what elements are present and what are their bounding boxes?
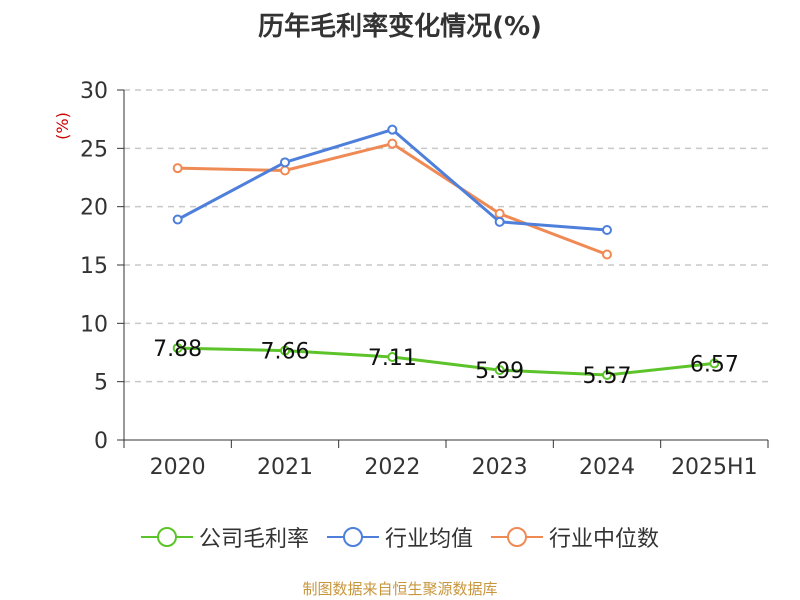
y-tick-label: 0	[94, 429, 108, 454]
legend-ring	[156, 527, 177, 547]
data-point	[494, 216, 505, 227]
data-point	[602, 249, 612, 260]
series-line-2	[177, 142, 608, 256]
legend-item-industry-mean[interactable]: 行业均值	[326, 521, 473, 553]
data-point	[172, 214, 183, 225]
data-point	[709, 358, 720, 369]
data-label: 6.57	[690, 352, 739, 377]
y-axis-label: (%)	[53, 112, 72, 140]
legend-label-industry-median: 行业中位数	[549, 527, 660, 552]
y-tick-label: 25	[80, 137, 108, 162]
data-point	[280, 165, 290, 176]
data-label: 7.66	[261, 340, 310, 365]
data-label: 5.99	[475, 359, 524, 384]
y-tick-label: 30	[80, 79, 108, 104]
x-tick-label: 2020	[150, 455, 206, 480]
legend-item-company-margin[interactable]: 公司毛利率	[140, 521, 309, 553]
legend-marker-company-margin-icon	[140, 525, 193, 549]
x-tick-label: 2022	[364, 455, 420, 480]
y-tick-label: 10	[80, 312, 108, 337]
data-point	[172, 343, 183, 354]
x-tick-label: 2021	[257, 455, 313, 480]
data-source-footer: 制图数据来自恒生聚源数据库	[302, 580, 498, 598]
x-tick-label: 2025H1	[671, 455, 758, 480]
chart-legend: 公司毛利率 行业均值 行业中位数	[0, 520, 800, 554]
data-label: 7.11	[368, 346, 417, 371]
data-point	[602, 225, 612, 235]
y-tick-label: 5	[94, 371, 108, 396]
data-label: 5.57	[583, 364, 632, 389]
legend-marker-industry-mean-icon	[326, 525, 379, 549]
legend-ring	[507, 527, 527, 547]
legend-label-industry-mean: 行业均值	[384, 527, 473, 552]
data-point	[280, 157, 290, 168]
data-point	[280, 345, 290, 356]
chart-title: 历年毛利率变化情况(%)	[258, 12, 542, 42]
y-tick-label: 15	[80, 254, 108, 279]
legend-ring	[342, 527, 363, 547]
data-point	[387, 124, 398, 135]
legend-label-company-margin: 公司毛利率	[198, 527, 309, 552]
data-point	[494, 208, 505, 219]
data-point	[494, 365, 505, 376]
data-label: 7.88	[153, 337, 202, 362]
y-tick-label: 20	[80, 196, 108, 221]
series-line-0	[177, 346, 715, 377]
legend-marker-industry-median-icon	[491, 525, 543, 549]
data-point	[387, 352, 398, 363]
data-point	[602, 370, 612, 381]
data-point	[387, 138, 398, 149]
x-tick-label: 2023	[472, 455, 528, 480]
legend-item-industry-median[interactable]: 行业中位数	[491, 521, 659, 553]
data-point	[172, 163, 183, 174]
x-tick-label: 2024	[579, 455, 635, 480]
